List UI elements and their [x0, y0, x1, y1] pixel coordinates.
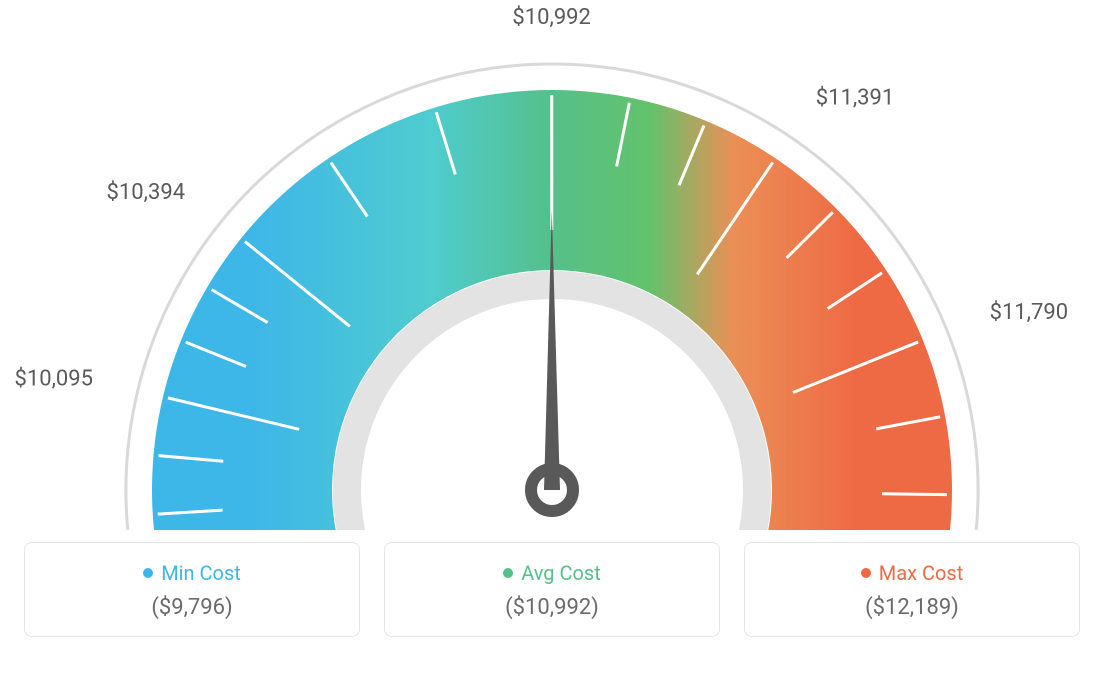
gauge-tick-label: $10,992: [512, 5, 591, 30]
legend-value-min: ($9,796): [37, 595, 347, 620]
gauge-tick-label: $10,394: [107, 180, 186, 205]
legend-card-avg: Avg Cost ($10,992): [384, 542, 720, 637]
legend-title-min-text: Min Cost: [161, 561, 241, 585]
legend-row: Min Cost ($9,796) Avg Cost ($10,992) Max…: [0, 542, 1104, 637]
legend-dot-avg: [503, 568, 513, 578]
cost-gauge: $9,796$10,095$10,394$10,992$11,391$11,79…: [0, 0, 1104, 530]
legend-dot-min: [143, 568, 153, 578]
gauge-minor-tick: [882, 494, 947, 495]
legend-title-avg-text: Avg Cost: [521, 561, 601, 585]
gauge-tick-label: $11,790: [990, 300, 1069, 325]
legend-title-max: Max Cost: [861, 561, 964, 585]
gauge-tick-label: $11,391: [816, 85, 895, 110]
legend-dot-max: [861, 568, 871, 578]
legend-title-min: Min Cost: [143, 561, 241, 585]
legend-card-max: Max Cost ($12,189): [744, 542, 1080, 637]
legend-value-max: ($12,189): [757, 595, 1067, 620]
legend-value-avg: ($10,992): [397, 595, 707, 620]
legend-title-avg: Avg Cost: [503, 561, 601, 585]
gauge-svg: $9,796$10,095$10,394$10,992$11,391$11,79…: [0, 0, 1104, 530]
gauge-tick-label: $10,095: [15, 367, 94, 392]
legend-card-min: Min Cost ($9,796): [24, 542, 360, 637]
legend-title-max-text: Max Cost: [879, 561, 964, 585]
